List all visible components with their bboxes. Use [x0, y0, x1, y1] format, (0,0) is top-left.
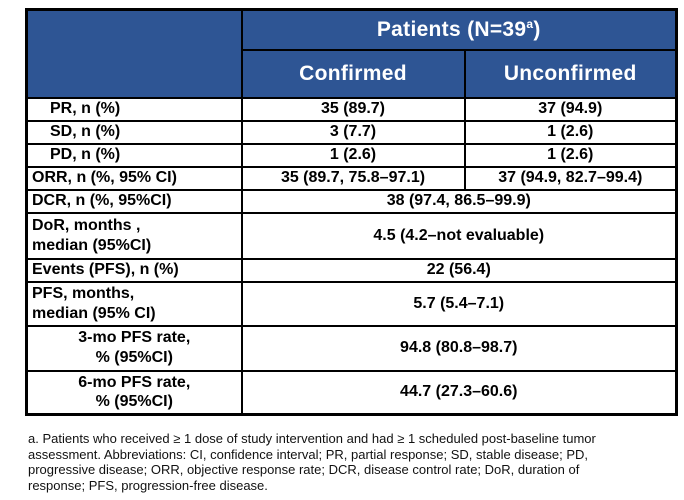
- pr-unconfirmed-value: 37 (94.9): [463, 96, 678, 122]
- sd-unconfirmed-value: 1 (2.6): [463, 119, 678, 145]
- pd-confirmed-value: 1 (2.6): [240, 142, 466, 168]
- patients-title: Patients (N=39: [376, 17, 527, 41]
- patients-footnote-marker: a: [526, 16, 534, 31]
- efficacy-results-table: Patients (N=39a) Confirmed Unconfirmed P…: [25, 8, 679, 416]
- header-row-subcolumns: Confirmed Unconfirmed: [27, 48, 678, 99]
- header-blank-cell: [25, 8, 243, 99]
- orr-unconfirmed-value: 37 (94.9, 82.7–99.4): [463, 165, 678, 191]
- row-label-orr: ORR, n (%, 95% CI): [25, 165, 243, 191]
- pfs-6mo-value: 44.7 (27.3–60.6): [240, 369, 678, 416]
- table-row-events-pfs: Events (PFS), n (%) 22 (56.4): [25, 257, 678, 283]
- dcr-value: 38 (97.4, 86.5–99.9): [240, 188, 678, 214]
- pr-confirmed-value: 35 (89.7): [240, 96, 466, 122]
- table-row-orr: ORR, n (%, 95% CI) 35 (89.7, 75.8–97.1) …: [25, 165, 678, 191]
- row-label-6mo-pfs: 6-mo PFS rate, % (95%CI): [25, 369, 243, 416]
- row-label-pd: PD, n (%): [25, 142, 243, 168]
- row-label-dor: DoR, months , median (95%CI): [25, 211, 243, 260]
- orr-confirmed-value: 35 (89.7, 75.8–97.1): [240, 165, 466, 191]
- table-row-dcr: DCR, n (%, 95%CI) 38 (97.4, 86.5–99.9): [25, 188, 678, 214]
- dor-value: 4.5 (4.2–not evaluable): [240, 211, 678, 260]
- table-row-pr: PR, n (%) 35 (89.7) 37 (94.9): [25, 96, 678, 122]
- header-unconfirmed: Unconfirmed: [463, 48, 678, 99]
- patients-title-suffix: ): [533, 17, 541, 41]
- row-label-sd: SD, n (%): [25, 119, 243, 145]
- row-label-3mo-pfs: 3-mo PFS rate, % (95%CI): [25, 324, 243, 372]
- sd-confirmed-value: 3 (7.7): [240, 119, 466, 145]
- row-label-dcr: DCR, n (%, 95%CI): [25, 188, 243, 214]
- pd-unconfirmed-value: 1 (2.6): [463, 142, 678, 168]
- table-footnote: a. Patients who received ≥ 1 dose of stu…: [28, 431, 596, 493]
- table-row-sd: SD, n (%) 3 (7.7) 1 (2.6): [25, 119, 678, 145]
- row-label-events-pfs: Events (PFS), n (%): [25, 257, 243, 283]
- header-row-patients: Patients (N=39a): [25, 8, 678, 99]
- table-row-pd: PD, n (%) 1 (2.6) 1 (2.6): [25, 142, 678, 168]
- row-label-pr: PR, n (%): [25, 96, 243, 122]
- table-row-3mo-pfs: 3-mo PFS rate, % (95%CI) 94.8 (80.8–98.7…: [25, 324, 678, 372]
- events-pfs-value: 22 (56.4): [240, 257, 678, 283]
- table-row-6mo-pfs: 6-mo PFS rate, % (95%CI) 44.7 (27.3–60.6…: [25, 369, 678, 416]
- pfs-3mo-value: 94.8 (80.8–98.7): [240, 324, 678, 372]
- row-label-pfs-median: PFS, months, median (95% CI): [25, 280, 243, 327]
- pfs-median-value: 5.7 (5.4–7.1): [240, 280, 678, 327]
- table-row-pfs-median: PFS, months, median (95% CI) 5.7 (5.4–7.…: [25, 280, 678, 327]
- table-row-dor: DoR, months , median (95%CI) 4.5 (4.2–no…: [25, 211, 678, 260]
- header-patients-cell: Patients (N=39a): [240, 8, 678, 51]
- header-confirmed: Confirmed: [240, 48, 466, 99]
